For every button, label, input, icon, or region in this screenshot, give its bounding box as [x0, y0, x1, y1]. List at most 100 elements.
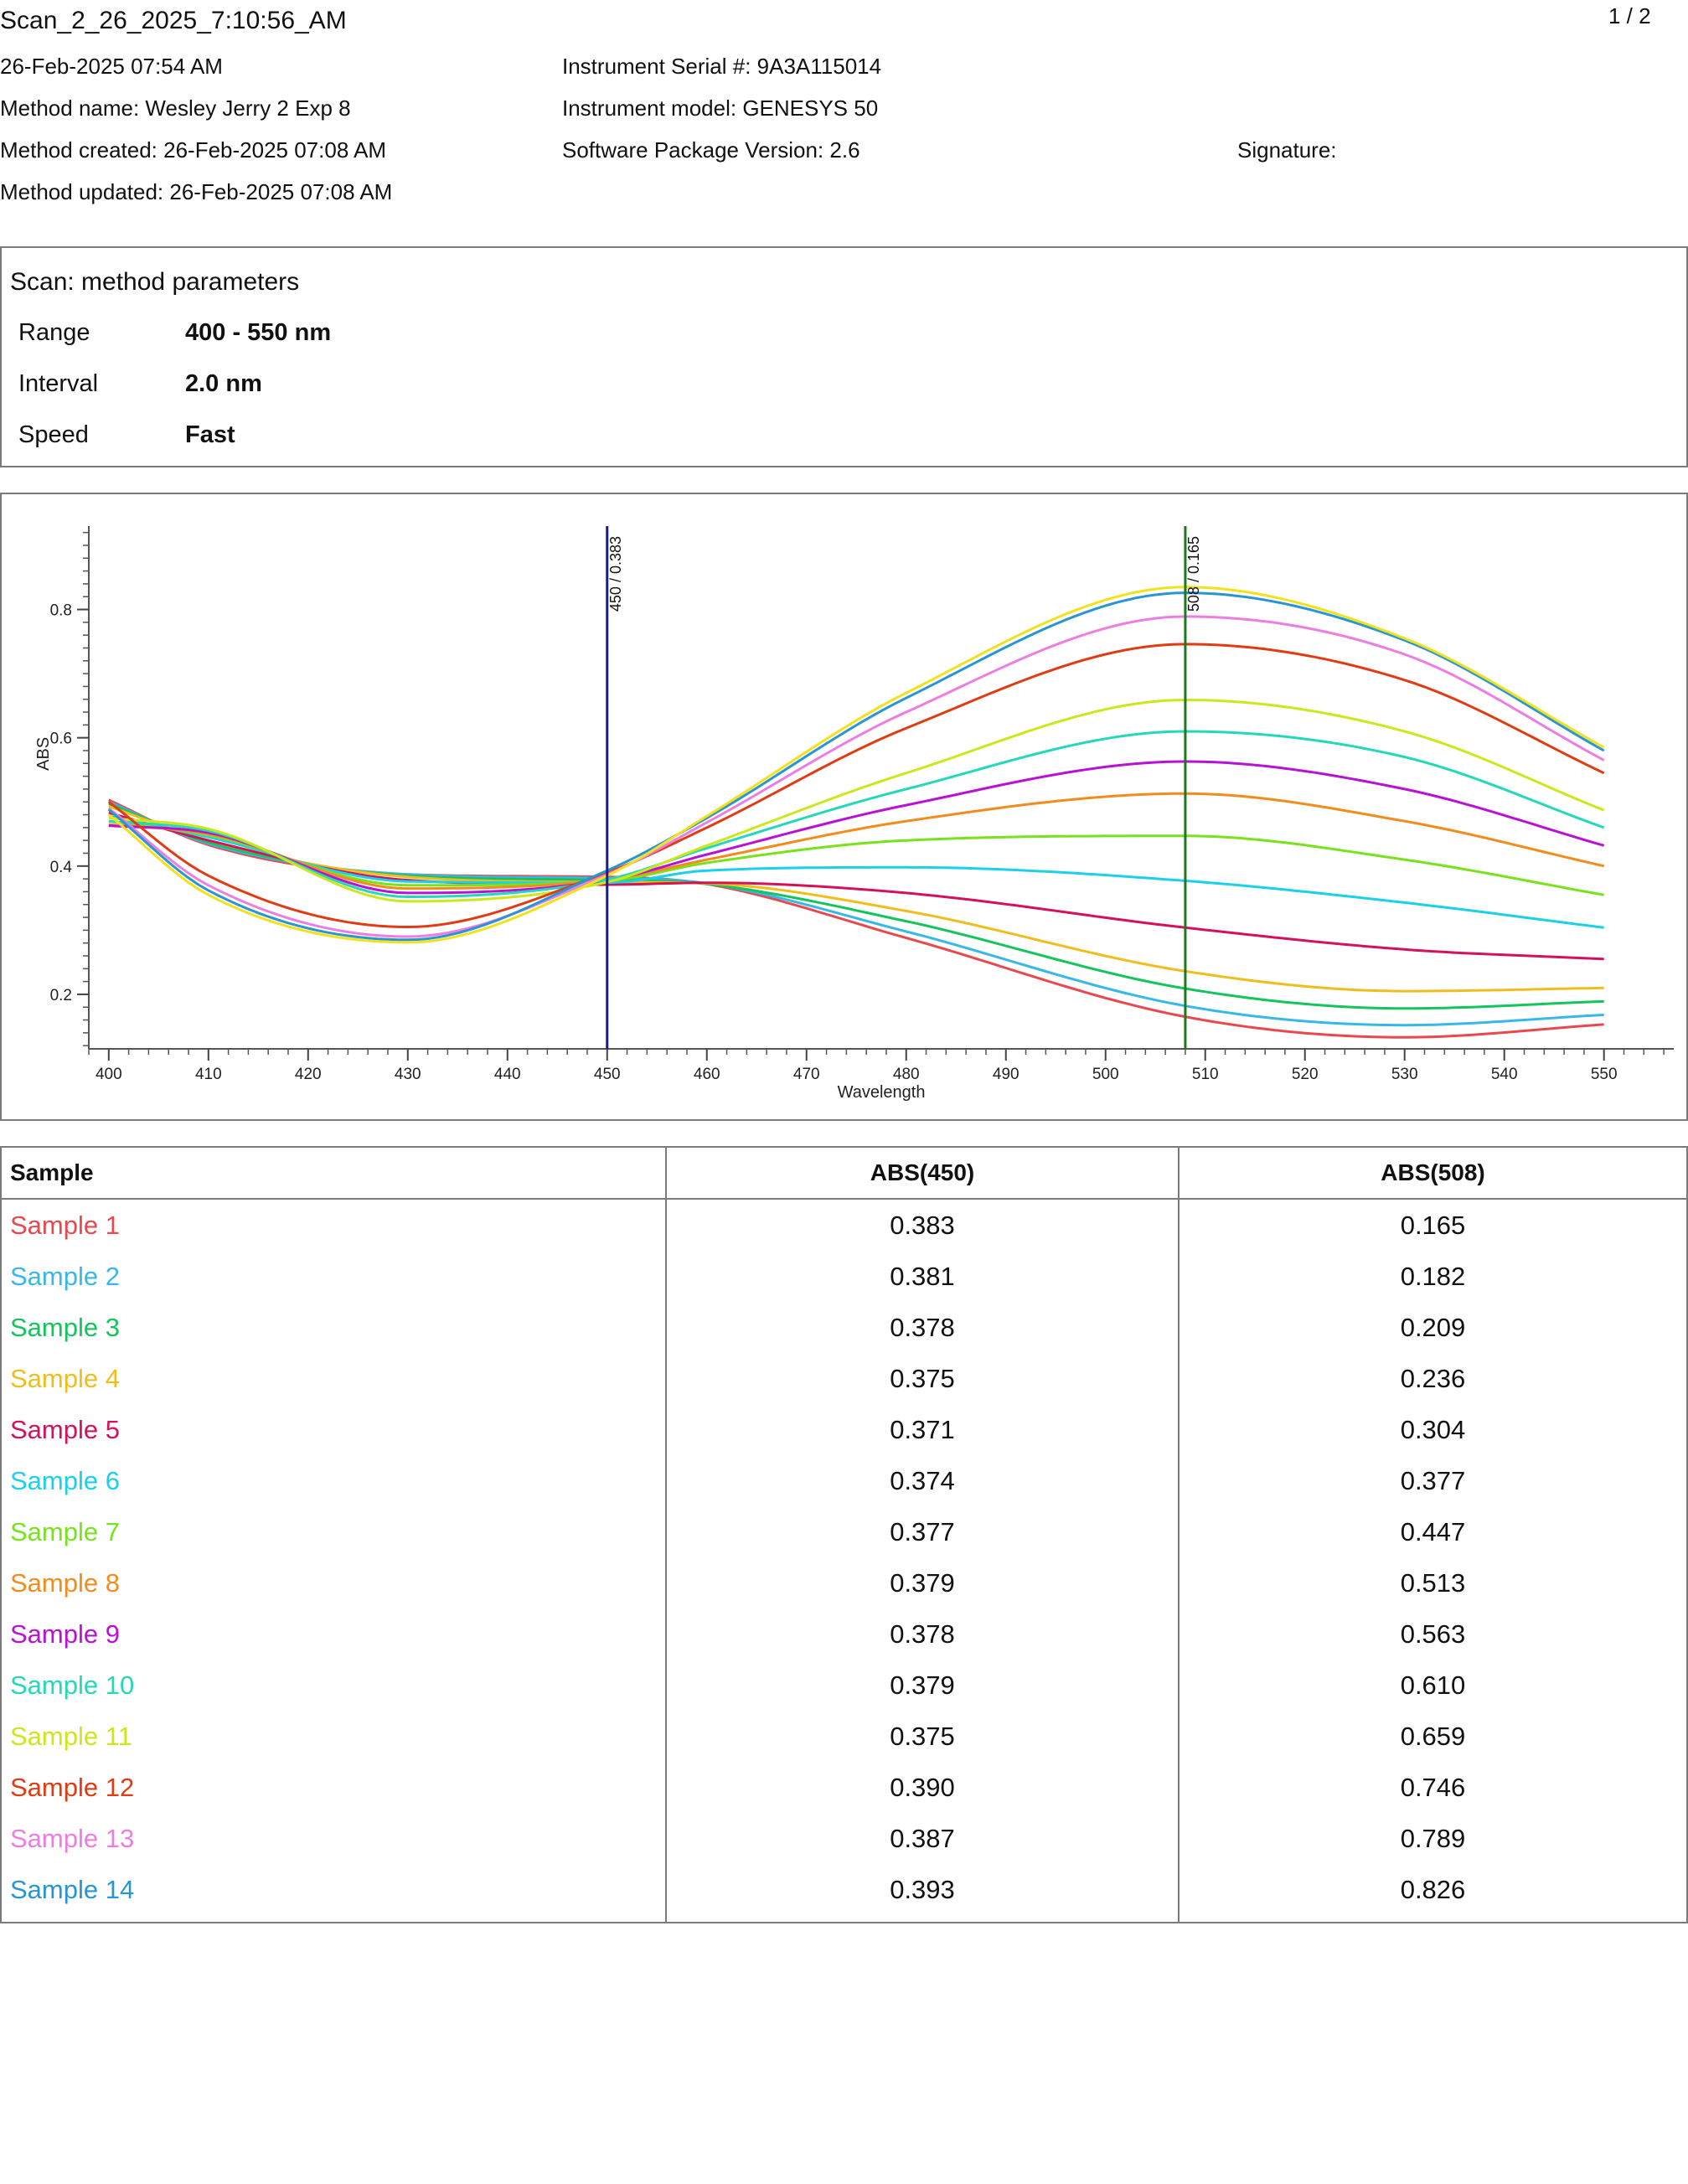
param-interval-label: Interval [18, 370, 99, 397]
series-line-7 [108, 819, 1604, 896]
abs450-cell: 0.374 [665, 1455, 1179, 1506]
x-tick-label: 490 [993, 1066, 1020, 1083]
table-row: Sample 5 0.371 0.304 [1, 1404, 1687, 1455]
scan-chart-panel: 400 410 420 430 440 450 460 470 480 490 500 510 520 5… [0, 493, 1688, 1121]
absorbance-chart: 400 410 420 430 440 450 460 470 480 490 500 510 520 5… [34, 526, 1674, 1102]
abs450-cell: 0.378 [665, 1302, 1179, 1353]
table-row: Sample 3 0.378 0.209 [1, 1302, 1687, 1353]
series-line-14 [107, 591, 1605, 942]
series-line-6 [108, 814, 1604, 929]
method-created: Method created: 26-Feb-2025 07:08 AM [0, 137, 387, 163]
series-line-13 [107, 615, 1605, 938]
series-line-3 [108, 803, 1604, 1010]
series-line-11 [108, 699, 1605, 903]
series-line-5 [108, 811, 1604, 961]
abs508-cell: 0.182 [1178, 1251, 1687, 1302]
table-row: Sample 13 0.387 0.789 [1, 1813, 1687, 1864]
x-tick-label: 510 [1192, 1066, 1219, 1083]
table-row: Sample 8 0.379 0.513 [1, 1557, 1687, 1608]
abs508-cell: 0.447 [1178, 1506, 1687, 1557]
param-interval-value: 2.0 nm [185, 370, 262, 397]
sample-name-cell: Sample 9 [10, 1619, 120, 1649]
x-tick-label: 400 [95, 1066, 122, 1083]
sample-name-cell: Sample 4 [10, 1363, 120, 1393]
abs450-cell: 0.393 [665, 1864, 1179, 1923]
abs450-cell: 0.390 [665, 1762, 1179, 1813]
x-tick-label: 520 [1292, 1066, 1319, 1083]
table-row: Sample 1 0.383 0.165 [1, 1199, 1687, 1251]
abs450-cell: 0.381 [665, 1251, 1179, 1302]
abs450-cell: 0.375 [665, 1353, 1179, 1404]
x-tick-label: 440 [494, 1066, 521, 1083]
sample-name-cell: Sample 12 [10, 1772, 135, 1802]
abs450-cell: 0.379 [665, 1557, 1179, 1608]
sample-name-cell: Sample 3 [10, 1312, 120, 1342]
abs508-cell: 0.746 [1178, 1762, 1687, 1813]
table-row: Sample 12 0.390 0.746 [1, 1762, 1687, 1813]
param-speed-label: Speed [18, 421, 89, 448]
sample-name-cell: Sample 8 [10, 1567, 120, 1598]
table-row: Sample 4 0.375 0.236 [1, 1353, 1687, 1404]
series-line-4 [108, 805, 1604, 993]
abs450-cell: 0.375 [665, 1711, 1179, 1762]
instrument-model: Instrument model: GENESYS 50 [562, 96, 879, 121]
sample-name-cell: Sample 14 [10, 1874, 135, 1904]
x-tick-label: 460 [694, 1066, 720, 1083]
software-version: Software Package Version: 2.6 [562, 137, 860, 163]
page-number: 1 / 2 [1608, 3, 1651, 28]
abs508-cell: 0.563 [1178, 1608, 1687, 1660]
abs450-cell: 0.377 [665, 1506, 1179, 1557]
scan-title: Scan_2_26_2025_7:10:56_AM [0, 7, 347, 34]
param-speed-value: Fast [185, 421, 235, 448]
abs508-cell: 0.513 [1178, 1557, 1687, 1608]
table-row: Sample 2 0.381 0.182 [1, 1251, 1687, 1302]
abs508-cell: 0.826 [1178, 1864, 1687, 1923]
x-tick-label: 530 [1391, 1066, 1418, 1083]
abs508-cell: 0.304 [1178, 1404, 1687, 1455]
series-line-10 [108, 730, 1605, 898]
table-row: Sample 9 0.378 0.563 [1, 1608, 1687, 1660]
abs508-cell: 0.209 [1178, 1302, 1687, 1353]
x-tick-label: 430 [395, 1066, 421, 1083]
x-axis-title: Wavelength [838, 1083, 926, 1102]
x-tick-label: 410 [195, 1066, 222, 1083]
header-abs508: ABS(508) [1178, 1147, 1687, 1200]
sample-name-cell: Sample 7 [10, 1516, 120, 1546]
x-tick-label: 500 [1092, 1066, 1119, 1083]
abs508-cell: 0.789 [1178, 1813, 1687, 1864]
sample-name-cell: Sample 6 [10, 1465, 120, 1495]
abs450-cell: 0.383 [665, 1199, 1179, 1251]
sample-name-cell: Sample 1 [10, 1210, 120, 1240]
y-tick-label: 0.4 [50, 859, 73, 876]
marker-label-450: 450 / 0.383 [607, 536, 624, 612]
sample-name-cell: Sample 13 [10, 1823, 135, 1853]
x-tick-label: 480 [893, 1066, 920, 1083]
method-updated: Method updated: 26-Feb-2025 07:08 AM [0, 179, 393, 204]
table-row: Sample 14 0.393 0.826 [1, 1864, 1687, 1923]
instrument-serial: Instrument Serial #: 9A3A115014 [562, 54, 882, 79]
parameters-title: Scan: method parameters [10, 268, 300, 296]
x-tick-label: 420 [295, 1066, 322, 1083]
series-line-12 [107, 643, 1605, 928]
series-line-15 [107, 586, 1605, 944]
abs450-cell: 0.379 [665, 1660, 1179, 1711]
sample-name-cell: Sample 10 [10, 1670, 135, 1700]
param-range-label: Range [18, 319, 90, 346]
results-table: Sample ABS(450) ABS(508) Sample 1 0.383 0.… [0, 1146, 1688, 1923]
x-tick-label: 470 [793, 1066, 820, 1083]
y-tick-label: 0.6 [50, 731, 72, 748]
abs508-cell: 0.610 [1178, 1660, 1687, 1711]
abs508-cell: 0.377 [1178, 1455, 1687, 1506]
x-tick-label: 540 [1491, 1066, 1518, 1083]
table-row: Sample 10 0.379 0.610 [1, 1660, 1687, 1711]
header-abs450: ABS(450) [665, 1147, 1179, 1200]
abs508-cell: 0.165 [1178, 1199, 1687, 1251]
sample-name-cell: Sample 5 [10, 1414, 120, 1444]
header-sample: Sample [1, 1147, 666, 1200]
abs450-cell: 0.387 [665, 1813, 1179, 1864]
abs508-cell: 0.659 [1178, 1711, 1687, 1762]
abs450-cell: 0.378 [665, 1608, 1179, 1660]
y-axis-title: ABS [34, 737, 53, 771]
method-name: Method name: Wesley Jerry 2 Exp 8 [0, 96, 351, 121]
report-date: 26-Feb-2025 07:54 AM [0, 54, 223, 79]
